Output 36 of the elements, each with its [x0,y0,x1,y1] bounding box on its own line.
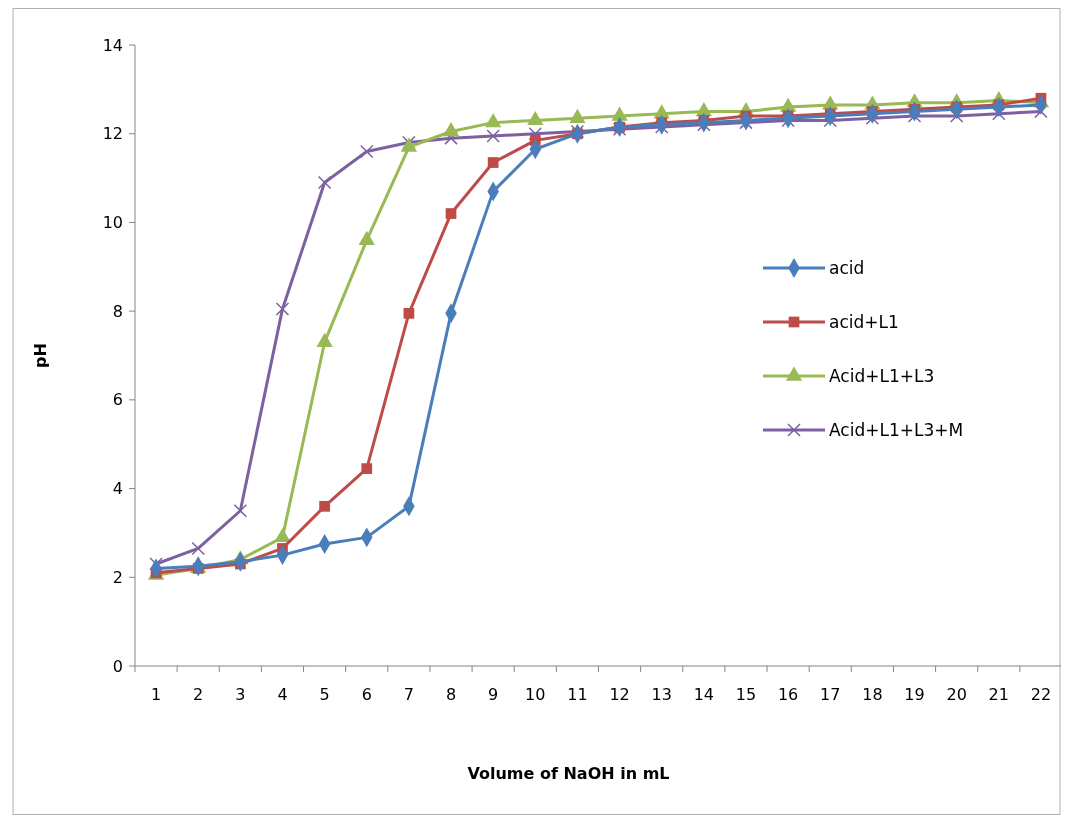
y-tick-label: 12 [102,124,123,144]
x-tick-label: 16 [777,685,799,704]
x-tick-label: 20 [946,685,967,704]
x-tick-label: 7 [403,685,414,704]
x-tick-label: 6 [361,685,372,704]
x-tick-label: 18 [862,685,883,704]
x-tick-label: 2 [193,685,204,704]
y-axis-title: pH [31,343,50,368]
x-tick-label: 12 [609,685,630,704]
x-tick-label: 10 [525,685,546,704]
y-tick-label: 8 [112,301,123,321]
x-tick-label: 5 [319,685,330,704]
legend-label: acid+L1 [829,311,899,332]
y-tick-label: 2 [112,567,123,587]
x-tick-label: 13 [651,685,672,704]
x-tick-label: 14 [693,685,715,704]
y-tick-label: 14 [102,35,123,55]
x-tick-label: 21 [988,685,1009,704]
x-tick-label: 8 [445,685,457,704]
x-tick-label: 19 [904,685,925,704]
legend-label: acid [829,257,865,278]
x-tick-label: 1 [150,685,162,704]
x-tick-label: 22 [1030,685,1052,704]
x-tick-label: 3 [235,685,246,704]
y-tick-label: 10 [102,213,123,233]
legend-label: Acid+L1+L3 [829,365,935,386]
x-tick-label: 17 [820,685,841,704]
x-tick-label: 4 [277,685,288,704]
x-tick-label: 11 [567,685,588,704]
y-tick-label: 4 [112,479,123,499]
x-tick-label: 15 [735,685,757,704]
legend-label: Acid+L1+L3+M [829,419,964,440]
y-tick-label: 6 [112,390,123,410]
x-axis-title: Volume of NaOH in mL [467,764,670,783]
y-tick-label: 0 [112,656,123,676]
x-tick-label: 9 [488,685,499,704]
